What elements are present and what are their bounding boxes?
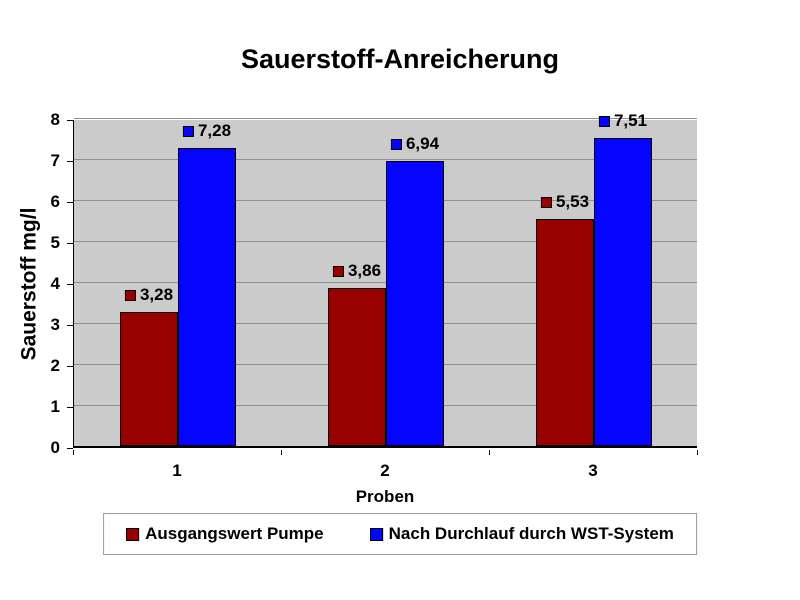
y-axis-tick-marks: [67, 119, 73, 449]
legend-entry-label: Ausgangswert Pumpe: [145, 524, 324, 543]
y-tick-mark: [67, 324, 73, 326]
x-axis-tick-marks: [73, 450, 698, 456]
bar-series-2-cat-2: [386, 161, 444, 446]
bar-series-1-cat-2: [328, 288, 386, 446]
value-label-text: 5,53: [555, 192, 590, 211]
bar-value-label: 6,94: [390, 134, 440, 154]
y-tick-label: 3: [50, 315, 60, 334]
y-tick-mark: [67, 201, 73, 203]
value-label-text: 7,51: [613, 111, 648, 130]
x-axis-tick-labels: 1 2 3: [73, 461, 697, 481]
value-label-key-square: [124, 289, 136, 301]
x-tick-label-3: 3: [588, 461, 598, 480]
y-tick-mark: [67, 406, 73, 408]
value-label-key-square: [390, 138, 402, 150]
legend: Ausgangswert Pumpe Nach Durchlauf durch W…: [103, 513, 697, 555]
legend-entry-1: Ausgangswert Pumpe: [126, 524, 324, 544]
gridline: [74, 159, 697, 160]
gridline: [74, 282, 697, 283]
y-tick-mark: [67, 242, 73, 244]
bar-series-1-cat-1: [120, 312, 178, 446]
bar-value-label: 5,53: [540, 192, 590, 212]
y-tick-mark: [67, 119, 73, 121]
value-label-text: 3,86: [347, 261, 382, 280]
gridline: [74, 118, 697, 119]
legend-key-square: [369, 527, 383, 541]
legend-entry-label: Nach Durchlauf durch WST-System: [388, 524, 674, 543]
y-tick-label: 5: [50, 233, 60, 252]
x-tick-label-2: 2: [380, 461, 390, 480]
value-label-key-square: [540, 196, 552, 208]
bar-value-label: 3,86: [332, 261, 382, 281]
y-tick-label: 7: [50, 151, 60, 170]
legend-key-square: [126, 527, 140, 541]
y-tick-label: 6: [50, 192, 60, 211]
y-tick-label: 2: [50, 356, 60, 375]
y-tick-mark: [67, 365, 73, 367]
bar-series-1-cat-3: [536, 219, 594, 446]
y-tick-label: 8: [50, 110, 60, 129]
bar-value-label: 3,28: [124, 285, 174, 305]
gridline: [74, 200, 697, 201]
y-tick-mark: [67, 283, 73, 285]
value-label-text: 6,94: [405, 134, 440, 153]
value-label-key-square: [182, 125, 194, 137]
value-label-text: 3,28: [139, 285, 174, 304]
chart-title: Sauerstoff-Anreicherung: [240, 44, 560, 74]
value-label-key-square: [332, 265, 344, 277]
x-axis-title: Proben: [355, 487, 415, 506]
bar-value-label: 7,28: [182, 121, 232, 141]
bar-series-2-cat-1: [178, 148, 236, 446]
y-tick-mark: [67, 447, 73, 449]
gridline: [74, 241, 697, 242]
plot-area: 3,28 3,86 5,53 7,28 6,94 7,51: [73, 111, 697, 448]
x-tick-mark: [489, 450, 490, 455]
x-tick-label-1: 1: [172, 461, 182, 480]
x-tick-mark: [281, 450, 282, 455]
y-axis-tick-labels: 0 1 2 3 4 5 6 7 8: [0, 110, 60, 457]
x-tick-mark: [697, 450, 698, 455]
y-tick-label: 1: [50, 397, 60, 416]
value-label-key-square: [598, 115, 610, 127]
y-tick-mark: [67, 160, 73, 162]
legend-entry-2: Nach Durchlauf durch WST-System: [369, 524, 674, 544]
x-tick-mark: [73, 450, 74, 455]
y-tick-label: 4: [50, 274, 60, 293]
value-label-text: 7,28: [197, 121, 232, 140]
bar-series-2-cat-3: [594, 138, 652, 446]
bar-value-label: 7,51: [598, 111, 648, 131]
y-tick-label: 0: [50, 438, 60, 457]
